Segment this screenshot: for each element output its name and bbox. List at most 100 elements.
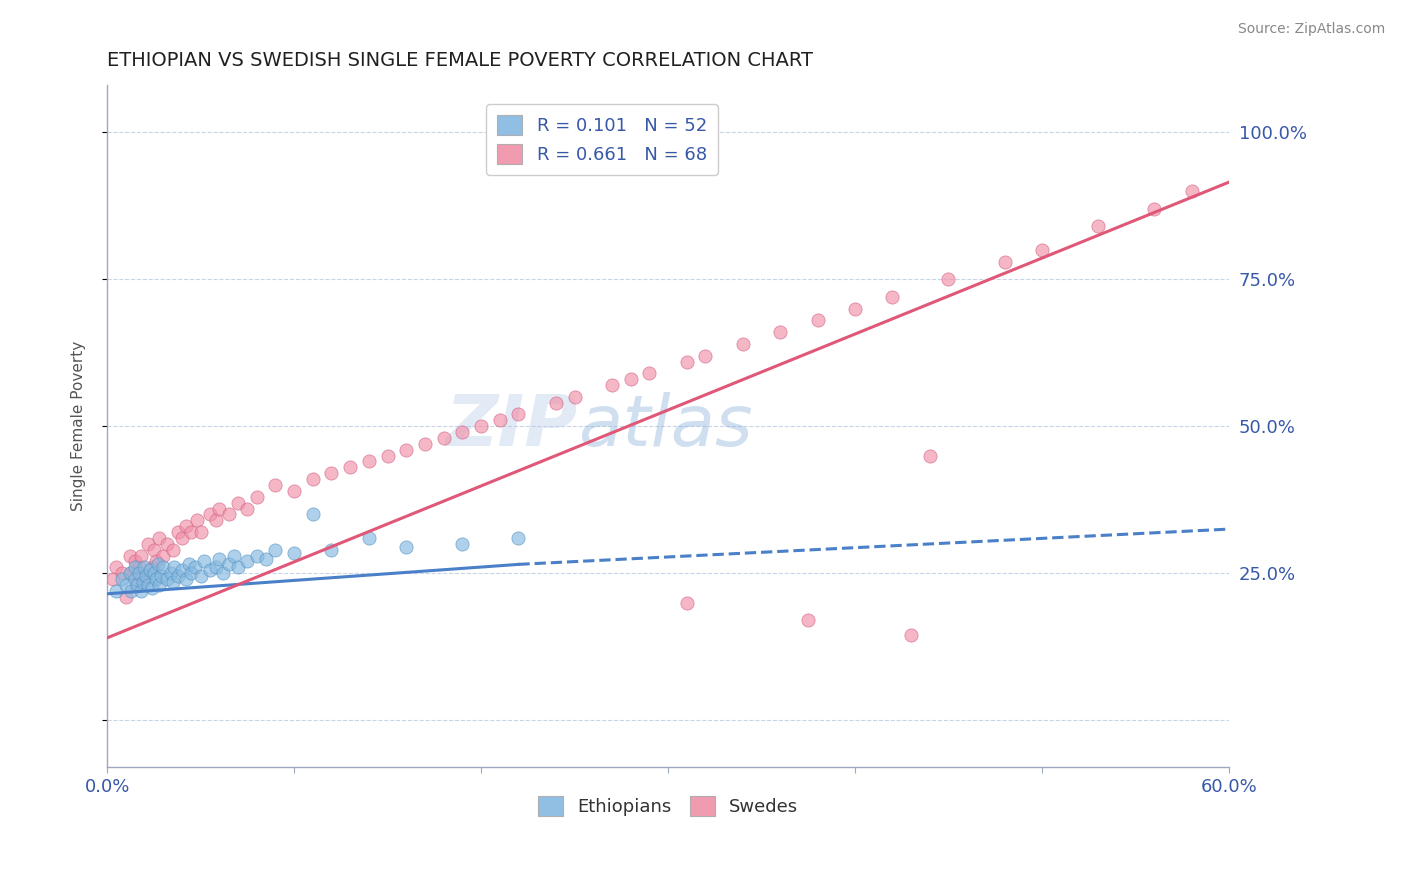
Point bbox=[128, 560, 150, 574]
Point bbox=[208, 501, 231, 516]
Point bbox=[145, 554, 167, 568]
Point bbox=[695, 349, 717, 363]
Point bbox=[236, 501, 259, 516]
Point bbox=[111, 572, 134, 586]
Point bbox=[470, 419, 492, 434]
Point bbox=[844, 301, 866, 316]
Point bbox=[190, 524, 212, 539]
Point bbox=[731, 336, 754, 351]
Point bbox=[321, 542, 343, 557]
Point bbox=[136, 578, 159, 592]
Point bbox=[170, 531, 193, 545]
Point bbox=[226, 560, 249, 574]
Point bbox=[198, 563, 221, 577]
Point bbox=[395, 442, 418, 457]
Point bbox=[148, 578, 170, 592]
Point bbox=[101, 572, 124, 586]
Point bbox=[145, 572, 167, 586]
Point bbox=[564, 390, 586, 404]
Point bbox=[198, 508, 221, 522]
Point bbox=[769, 325, 792, 339]
Point bbox=[148, 531, 170, 545]
Point bbox=[208, 551, 231, 566]
Point bbox=[180, 524, 202, 539]
Point bbox=[129, 549, 152, 563]
Point bbox=[180, 566, 202, 581]
Point bbox=[139, 563, 162, 577]
Point bbox=[806, 313, 828, 327]
Point bbox=[675, 354, 697, 368]
Point bbox=[114, 590, 136, 604]
Point bbox=[797, 613, 820, 627]
Point bbox=[264, 478, 287, 492]
Legend: Ethiopians, Swedes: Ethiopians, Swedes bbox=[530, 789, 806, 823]
Point bbox=[131, 574, 153, 589]
Point bbox=[163, 560, 186, 574]
Point bbox=[900, 628, 922, 642]
Point bbox=[142, 542, 165, 557]
Text: Source: ZipAtlas.com: Source: ZipAtlas.com bbox=[1237, 22, 1385, 37]
Point bbox=[246, 549, 269, 563]
Point bbox=[170, 563, 193, 577]
Point bbox=[1087, 219, 1109, 234]
Point bbox=[135, 569, 157, 583]
Point bbox=[105, 560, 128, 574]
Point bbox=[620, 372, 643, 386]
Point bbox=[254, 551, 277, 566]
Point bbox=[162, 542, 184, 557]
Point bbox=[236, 554, 259, 568]
Point bbox=[226, 495, 249, 509]
Point bbox=[152, 549, 174, 563]
Point bbox=[114, 578, 136, 592]
Point bbox=[675, 596, 697, 610]
Point bbox=[124, 560, 146, 574]
Point bbox=[1143, 202, 1166, 216]
Point bbox=[125, 578, 148, 592]
Point bbox=[120, 583, 142, 598]
Point bbox=[339, 460, 361, 475]
Point bbox=[118, 566, 141, 581]
Point bbox=[124, 572, 146, 586]
Point bbox=[111, 566, 134, 581]
Point bbox=[141, 560, 163, 574]
Point bbox=[118, 549, 141, 563]
Point bbox=[105, 583, 128, 598]
Point bbox=[179, 558, 201, 572]
Point bbox=[218, 558, 240, 572]
Point bbox=[377, 449, 399, 463]
Point bbox=[882, 290, 904, 304]
Text: ETHIOPIAN VS SWEDISH SINGLE FEMALE POVERTY CORRELATION CHART: ETHIOPIAN VS SWEDISH SINGLE FEMALE POVER… bbox=[107, 51, 813, 70]
Point bbox=[488, 413, 510, 427]
Point bbox=[357, 454, 380, 468]
Point bbox=[134, 572, 156, 586]
Point bbox=[357, 531, 380, 545]
Point bbox=[141, 581, 163, 595]
Point bbox=[283, 483, 305, 498]
Point bbox=[152, 560, 174, 574]
Point bbox=[544, 395, 567, 409]
Point bbox=[120, 566, 142, 581]
Point bbox=[224, 549, 246, 563]
Point bbox=[508, 408, 530, 422]
Point bbox=[125, 578, 148, 592]
Point bbox=[174, 519, 197, 533]
Point bbox=[142, 566, 165, 581]
Point bbox=[174, 572, 197, 586]
Point bbox=[150, 569, 173, 583]
Point bbox=[204, 513, 226, 527]
Point bbox=[1031, 243, 1053, 257]
Point bbox=[264, 542, 287, 557]
Point bbox=[124, 554, 146, 568]
Point bbox=[212, 566, 235, 581]
Point bbox=[395, 540, 418, 554]
Point bbox=[301, 472, 323, 486]
Point bbox=[193, 554, 215, 568]
Text: ZIP: ZIP bbox=[446, 392, 578, 460]
Point bbox=[162, 574, 184, 589]
Point bbox=[190, 569, 212, 583]
Point bbox=[156, 572, 179, 586]
Point bbox=[184, 560, 207, 574]
Point bbox=[993, 254, 1015, 268]
Point bbox=[938, 272, 960, 286]
Point bbox=[1180, 184, 1202, 198]
